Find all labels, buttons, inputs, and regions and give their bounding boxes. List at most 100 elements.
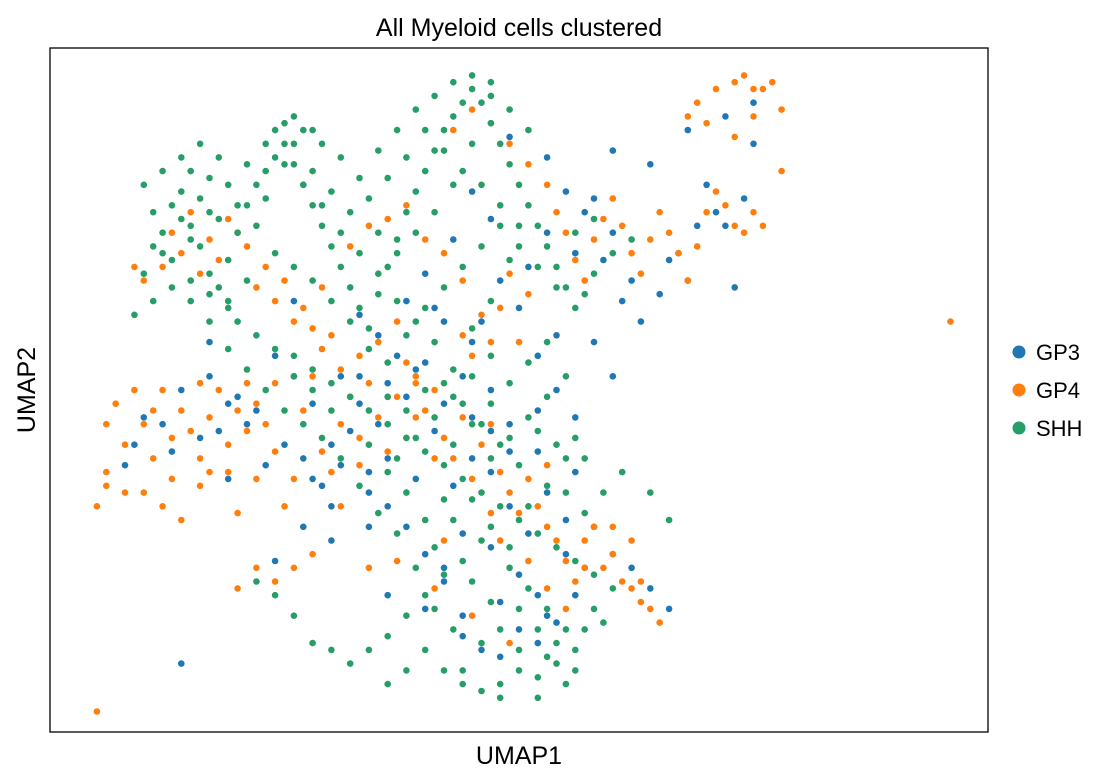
- data-point-shh-26: [384, 263, 392, 271]
- data-point-gp4-12: [168, 475, 176, 483]
- data-point-shh-172: [487, 455, 495, 462]
- data-point-shh-100: [375, 509, 382, 517]
- data-point-shh-246: [572, 229, 579, 236]
- data-point-gp4-19: [215, 386, 223, 394]
- data-point-gp4-158: [234, 585, 241, 592]
- data-point-gp4-82: [243, 243, 251, 250]
- data-point-shh-6: [196, 243, 204, 250]
- data-point-gp3-55: [403, 393, 410, 401]
- data-point-gp4-80: [281, 277, 288, 284]
- data-point-shh-270: [215, 154, 223, 161]
- data-point-shh-101: [356, 482, 363, 490]
- data-point-gp4-117: [675, 249, 682, 257]
- data-point-shh-124: [412, 318, 420, 325]
- data-point-gp4-49: [478, 441, 485, 449]
- data-point-gp4-34: [337, 366, 345, 373]
- data-point-gp4-7: [140, 420, 148, 428]
- data-point-shh-227: [525, 126, 532, 134]
- data-point-shh-268: [290, 113, 298, 120]
- data-point-shh-83: [515, 667, 523, 674]
- data-point-shh-219: [384, 393, 392, 401]
- data-point-gp3-132: [384, 379, 392, 387]
- data-point-shh-212: [515, 461, 523, 469]
- data-point-gp3-98: [712, 208, 720, 216]
- data-point-gp4-121: [712, 188, 720, 195]
- data-point-shh-78: [421, 646, 429, 654]
- data-point-gp4-50: [487, 420, 495, 428]
- data-point-shh-37: [487, 119, 495, 127]
- data-point-gp4-60: [581, 564, 588, 572]
- data-point-gp4-183: [224, 468, 232, 476]
- legend-marker-gp3: [1012, 345, 1026, 359]
- data-point-gp4-145: [468, 352, 476, 360]
- data-point-shh-136: [187, 236, 194, 243]
- data-point-shh-164: [309, 167, 316, 175]
- data-point-shh-127: [356, 249, 363, 257]
- data-point-gp4-123: [731, 222, 738, 230]
- data-point-gp3-100: [750, 140, 757, 148]
- data-point-shh-128: [337, 229, 345, 236]
- data-point-gp3-117: [572, 591, 579, 599]
- data-point-shh-71: [459, 557, 467, 565]
- data-point-shh-72: [440, 571, 448, 578]
- data-point-shh-251: [665, 516, 673, 524]
- data-point-gp4-127: [778, 167, 785, 175]
- data-point-gp4-17: [206, 468, 213, 476]
- legend-marker-gp4: [1012, 383, 1026, 397]
- data-point-shh-240: [281, 119, 288, 127]
- data-point-shh-112: [149, 297, 157, 305]
- data-point-gp3-75: [421, 270, 429, 278]
- data-point-shh-273: [159, 167, 166, 175]
- data-point-shh-192: [478, 639, 485, 647]
- data-point-gp4-16: [196, 379, 204, 387]
- data-point-shh-198: [384, 680, 392, 688]
- data-point-gp3-89: [543, 154, 551, 161]
- data-point-shh-63: [496, 503, 504, 510]
- data-point-gp4-63: [628, 585, 635, 592]
- data-point-shh-122: [450, 393, 457, 401]
- data-point-gp3-102: [722, 113, 729, 120]
- data-point-gp3-108: [572, 468, 579, 476]
- data-point-gp4-15: [196, 455, 204, 462]
- data-point-gp4-130: [693, 99, 701, 106]
- data-point-gp3-3: [365, 489, 373, 496]
- data-point-gp3-8: [468, 338, 476, 346]
- data-point-gp4-52: [506, 489, 513, 496]
- data-point-shh-43: [543, 243, 551, 250]
- data-point-gp4-10: [159, 386, 166, 394]
- data-point-gp3-24: [534, 591, 542, 599]
- data-point-shh-84: [534, 674, 542, 681]
- data-point-gp4-68: [543, 461, 551, 469]
- data-point-shh-184: [290, 373, 298, 380]
- data-point-gp3-120: [647, 585, 654, 592]
- data-point-gp3-94: [637, 318, 645, 325]
- data-point-shh-257: [534, 427, 542, 435]
- data-point-gp4-140: [947, 318, 954, 325]
- data-point-shh-158: [515, 222, 523, 230]
- data-point-shh-123: [431, 338, 438, 346]
- data-point-gp4-129: [750, 113, 757, 120]
- data-point-shh-119: [543, 338, 551, 346]
- data-point-shh-47: [581, 290, 588, 298]
- data-point-shh-157: [496, 202, 504, 209]
- data-point-gp3-125: [262, 461, 270, 469]
- data-point-gp4-112: [628, 249, 635, 257]
- data-point-gp3-72: [375, 332, 382, 339]
- data-point-gp4-47: [459, 414, 467, 421]
- data-point-shh-92: [525, 585, 532, 592]
- data-point-shh-22: [346, 284, 354, 291]
- data-point-gp4-58: [562, 557, 570, 565]
- data-point-gp4-156: [271, 578, 279, 585]
- data-point-shh-147: [459, 263, 467, 271]
- data-point-gp3-63: [562, 516, 570, 524]
- data-point-shh-235: [375, 229, 382, 236]
- data-point-gp4-143: [496, 304, 504, 312]
- data-point-shh-67: [572, 557, 579, 565]
- data-point-shh-52: [290, 352, 298, 360]
- data-point-shh-2: [159, 229, 166, 236]
- data-point-shh-0: [140, 270, 148, 278]
- data-point-gp4-146: [459, 332, 467, 339]
- data-point-shh-193: [496, 626, 504, 633]
- data-point-gp4-9: [149, 407, 157, 414]
- data-point-gp4-119: [693, 243, 701, 250]
